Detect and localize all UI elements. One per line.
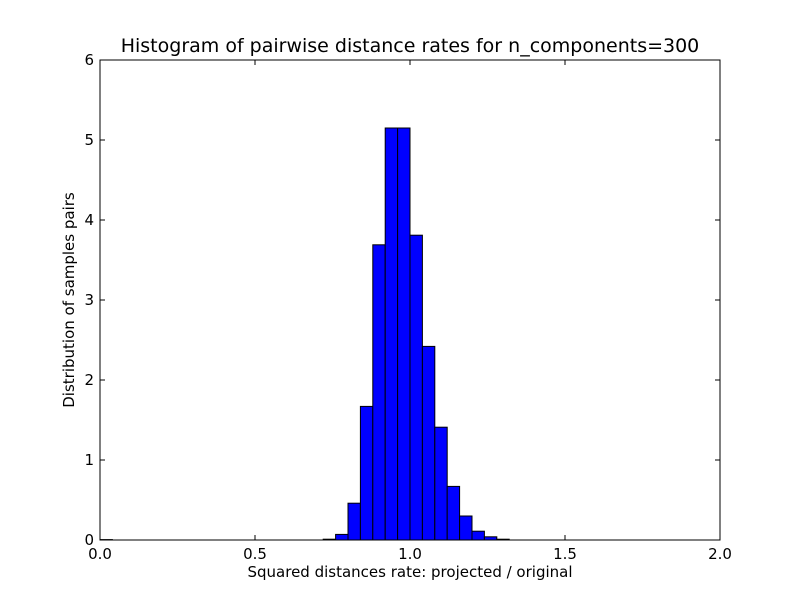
x-tick-label: 0.5	[243, 545, 267, 563]
histogram-bar	[421, 345, 436, 541]
y-tick-label: 6	[84, 51, 94, 69]
histogram-bar	[359, 405, 374, 541]
histogram-bar	[471, 530, 485, 541]
histogram-bar	[372, 244, 386, 541]
ticks-group: 0.0 0.5 1.0 1.5 2.0 0 1 2 3 4 5 6	[84, 51, 731, 563]
y-tick-label: 2	[84, 371, 94, 389]
y-tick-label: 1	[84, 451, 94, 469]
x-axis-label: Squared distances rate: projected / orig…	[248, 563, 573, 581]
histogram-bar	[434, 426, 448, 541]
y-tick-label: 3	[84, 291, 94, 309]
x-tick-label: 0.0	[88, 545, 112, 563]
x-tick-label: 1.0	[398, 545, 422, 563]
histogram-bar	[446, 485, 461, 541]
y-tick-label: 0	[84, 531, 94, 549]
x-tick-label: 1.5	[553, 545, 577, 563]
x-tick-label: 2.0	[708, 545, 732, 563]
y-tick-label: 5	[84, 131, 94, 149]
histogram-bar	[409, 234, 423, 541]
histogram-bar	[347, 502, 361, 541]
y-tick-label: 4	[84, 211, 94, 229]
histogram-bar	[384, 127, 399, 541]
histogram-bar	[335, 533, 349, 541]
histogram-bar	[397, 127, 411, 541]
y-axis-label: Distribution of samples pairs	[60, 192, 78, 408]
plot-frame	[99, 59, 721, 541]
histogram-bar	[459, 515, 473, 541]
chart-title: Histogram of pairwise distance rates for…	[121, 35, 700, 57]
